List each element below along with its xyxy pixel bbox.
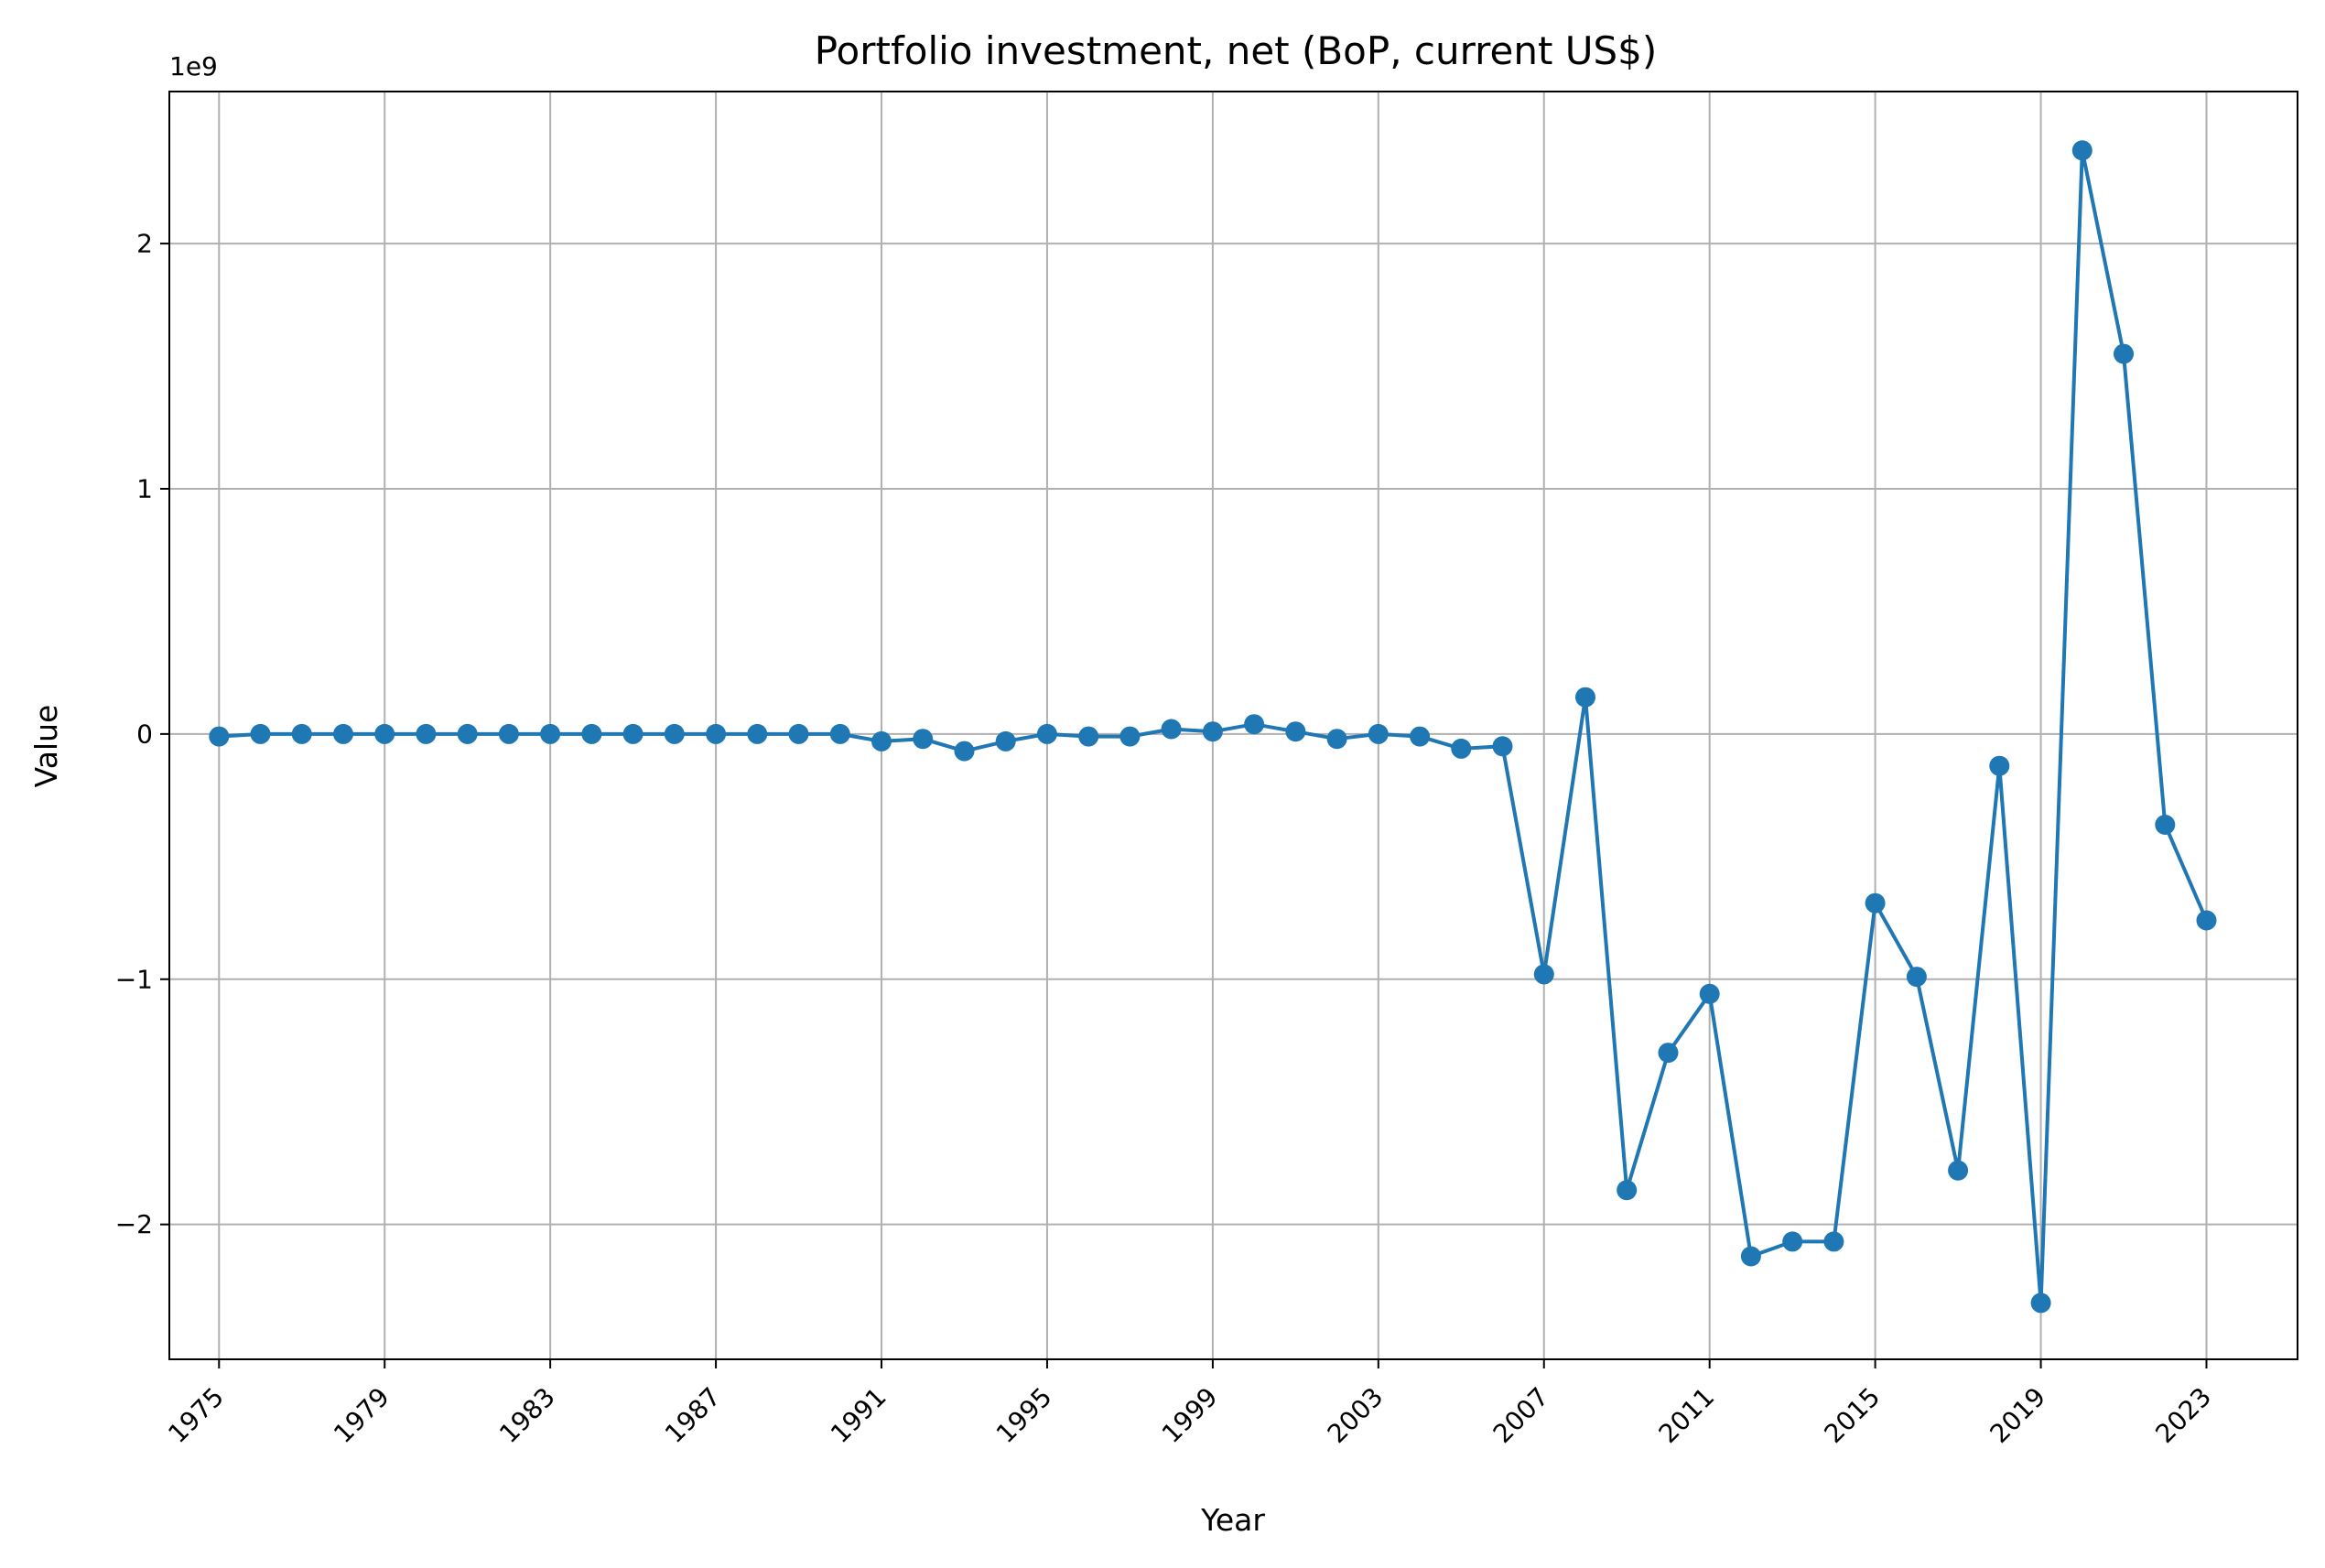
data-point [995, 730, 1016, 752]
data-point [2114, 343, 2134, 364]
data-point [954, 741, 975, 762]
data-point [209, 726, 230, 747]
x-tick-label: 1975 [162, 1381, 230, 1449]
y-tick-label: −1 [115, 964, 153, 994]
data-point [1119, 726, 1141, 747]
data-point [1906, 967, 1927, 988]
data-point [333, 723, 353, 744]
data-point [1285, 721, 1306, 742]
data-point [1865, 892, 1886, 914]
data-point [1740, 1246, 1761, 1267]
data-point [747, 723, 768, 744]
data-point [829, 723, 850, 744]
data-point [2196, 910, 2217, 931]
gridlines [169, 92, 2298, 1359]
axis-ticks: 1975 1979 1983 1987 1991 1995 1999 2003 2007 2011… [115, 229, 2217, 1449]
y-axis-label: Value [28, 705, 64, 788]
y-tick-label: 1 [136, 473, 153, 503]
data-point [1492, 736, 1513, 757]
data-point [1989, 755, 2010, 776]
data-point [1036, 723, 1057, 744]
data-point [913, 729, 934, 750]
y-tick-label: 0 [136, 719, 153, 749]
x-tick-label: 2019 [1984, 1381, 2051, 1449]
data-point [871, 730, 892, 752]
data-point [416, 723, 437, 744]
x-tick-label: 1995 [990, 1381, 1058, 1449]
data-point [291, 723, 312, 744]
data-point [1782, 1231, 1803, 1252]
data-point [2155, 815, 2176, 835]
y-tick-label: −2 [115, 1209, 153, 1239]
x-tick-label: 2015 [1819, 1381, 1887, 1449]
data-point [250, 723, 271, 744]
data-point [1202, 721, 1223, 742]
data-point [374, 723, 395, 744]
x-tick-label: 1987 [659, 1381, 727, 1449]
x-tick-label: 1983 [493, 1381, 561, 1449]
data-point [1161, 719, 1182, 740]
x-tick-label: 1991 [825, 1381, 892, 1449]
data-point [498, 723, 519, 744]
data-point [1244, 714, 1265, 735]
x-tick-label: 2011 [1653, 1381, 1721, 1449]
data-point [457, 723, 478, 744]
data-point [1658, 1043, 1679, 1064]
data-point [1617, 1180, 1638, 1201]
y-tick-label: 2 [136, 229, 153, 259]
data-point [1410, 726, 1431, 747]
data-point [1533, 964, 1554, 985]
y-offset-label: 1e9 [169, 51, 218, 81]
data-point [1575, 687, 1595, 708]
data-point [2071, 140, 2092, 161]
x-axis-label: Year [1200, 1502, 1265, 1538]
data-point [788, 723, 809, 744]
data-point [1948, 1160, 1969, 1181]
data-point [1368, 723, 1389, 744]
data-point [540, 723, 561, 744]
x-tick-label: 1979 [328, 1381, 395, 1449]
x-tick-label: 2003 [1322, 1381, 1390, 1449]
data-point [1699, 983, 1720, 1004]
data-point [664, 723, 685, 744]
data-point [1078, 726, 1099, 747]
data-point [1823, 1231, 1844, 1252]
plot-frame [168, 91, 2298, 1360]
data-point [581, 723, 602, 744]
chart-title: Portfolio investment, net (BoP, current … [815, 28, 1658, 73]
data-point [2030, 1292, 2051, 1314]
series-layer [209, 140, 2217, 1314]
data-point [1451, 738, 1472, 759]
x-tick-label: 2023 [2149, 1381, 2217, 1449]
x-tick-label: 1999 [1156, 1381, 1224, 1449]
data-point [622, 723, 643, 744]
data-point [706, 723, 727, 744]
x-tick-label: 2007 [1487, 1381, 1555, 1449]
data-point [1326, 729, 1347, 750]
